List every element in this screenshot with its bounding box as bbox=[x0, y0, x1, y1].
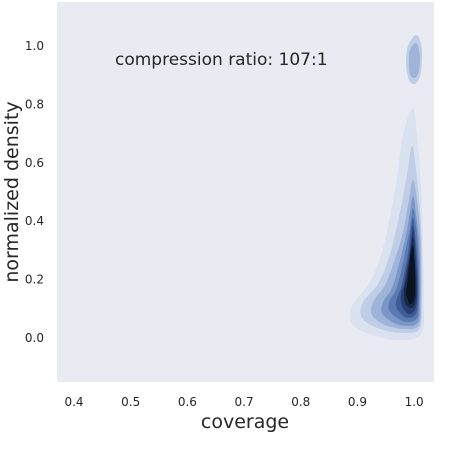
y-tick-label: 0.6 bbox=[25, 156, 44, 170]
y-tick-labels: 0.0 0.2 0.4 0.6 0.8 1.0 bbox=[25, 39, 44, 345]
x-tick-label: 0.7 bbox=[235, 395, 254, 409]
x-tick-label: 0.8 bbox=[291, 395, 310, 409]
y-tick-label: 0.8 bbox=[25, 97, 44, 111]
annotation-text: compression ratio: 107:1 bbox=[115, 50, 328, 70]
x-tick-label: 0.6 bbox=[178, 395, 197, 409]
y-tick-label: 0.4 bbox=[25, 214, 44, 228]
y-tick-label: 1.0 bbox=[25, 39, 44, 53]
x-tick-label: 0.9 bbox=[348, 395, 367, 409]
y-tick-label: 0.2 bbox=[25, 273, 44, 287]
secondary-contour-level-2 bbox=[408, 43, 421, 78]
contour-level-9 bbox=[405, 245, 416, 305]
density-contours bbox=[349, 34, 425, 341]
x-tick-label: 0.5 bbox=[121, 395, 140, 409]
y-axis-title: normalized density bbox=[1, 101, 23, 282]
x-tick-label: 1.0 bbox=[405, 395, 424, 409]
y-tick-label: 0.0 bbox=[25, 331, 44, 345]
x-axis-title: coverage bbox=[201, 411, 289, 433]
x-tick-label: 0.4 bbox=[64, 395, 83, 409]
x-tick-labels: 0.4 0.5 0.6 0.7 0.8 0.9 1.0 bbox=[64, 395, 423, 409]
